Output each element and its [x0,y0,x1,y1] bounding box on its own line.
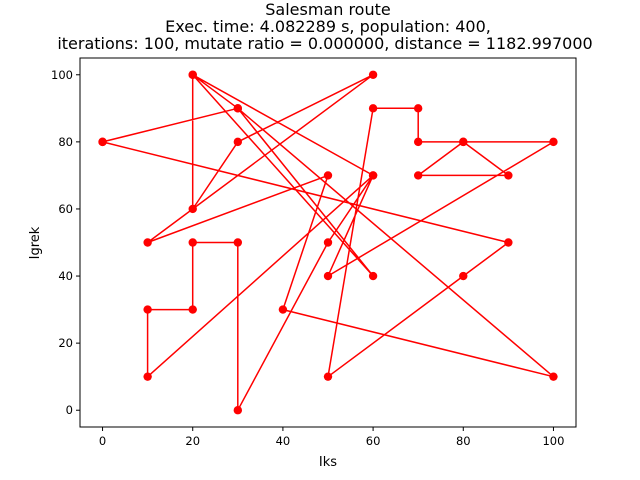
route-point [188,305,197,314]
route-point [459,137,468,147]
route-point [188,70,197,79]
chart-title-line-3: iterations: 100, mutate ratio = 0.000000… [57,34,592,53]
y-tick-label: 80 [58,135,73,149]
route-point [413,104,423,113]
y-tick-label: 20 [58,336,73,350]
route-point [368,271,378,281]
route-point [323,372,333,381]
x-tick-label: 80 [456,434,471,448]
route-point [504,171,513,180]
x-tick-label: 100 [542,434,564,448]
x-axis-label: Iks [319,455,337,470]
route-point [549,137,558,147]
route-point [233,104,243,113]
x-tick-label: 40 [276,434,291,448]
y-tick-label: 60 [58,202,73,216]
y-tick-label: 0 [66,403,73,417]
route-point [549,372,558,381]
x-tick-label: 20 [185,434,200,448]
x-axis-ticks: 0 20 40 60 80 100 [99,427,564,448]
x-tick-label: 60 [366,434,381,448]
route-point [188,204,197,214]
route-point [233,238,243,247]
route-point [188,238,197,247]
route-point [143,238,152,247]
plot-area [98,70,558,415]
route-point [323,238,333,247]
route-point [368,70,378,79]
route-point [233,406,243,415]
route-point [368,171,378,180]
chart-title-line-2: Exec. time: 4.082289 s, population: 400, [165,17,491,36]
y-tick-label: 100 [51,68,73,82]
y-axis-label: Igrek [28,226,43,259]
route-point [413,171,423,180]
route-point [323,271,333,281]
route-point [143,372,152,381]
route-point [278,305,288,314]
route-point [323,171,333,180]
route-point [504,238,513,247]
route-point [98,137,107,147]
route-point [459,271,468,281]
route-point [233,137,243,147]
route-point [143,305,152,314]
x-tick-label: 0 [99,434,106,448]
y-tick-label: 40 [58,269,73,283]
route-point [413,137,423,147]
chart-title-line-1: Salesman route [265,0,390,19]
route-point [368,104,378,113]
axes-frame [79,57,577,428]
y-axis-ticks: 0 20 40 60 80 100 [51,68,80,417]
